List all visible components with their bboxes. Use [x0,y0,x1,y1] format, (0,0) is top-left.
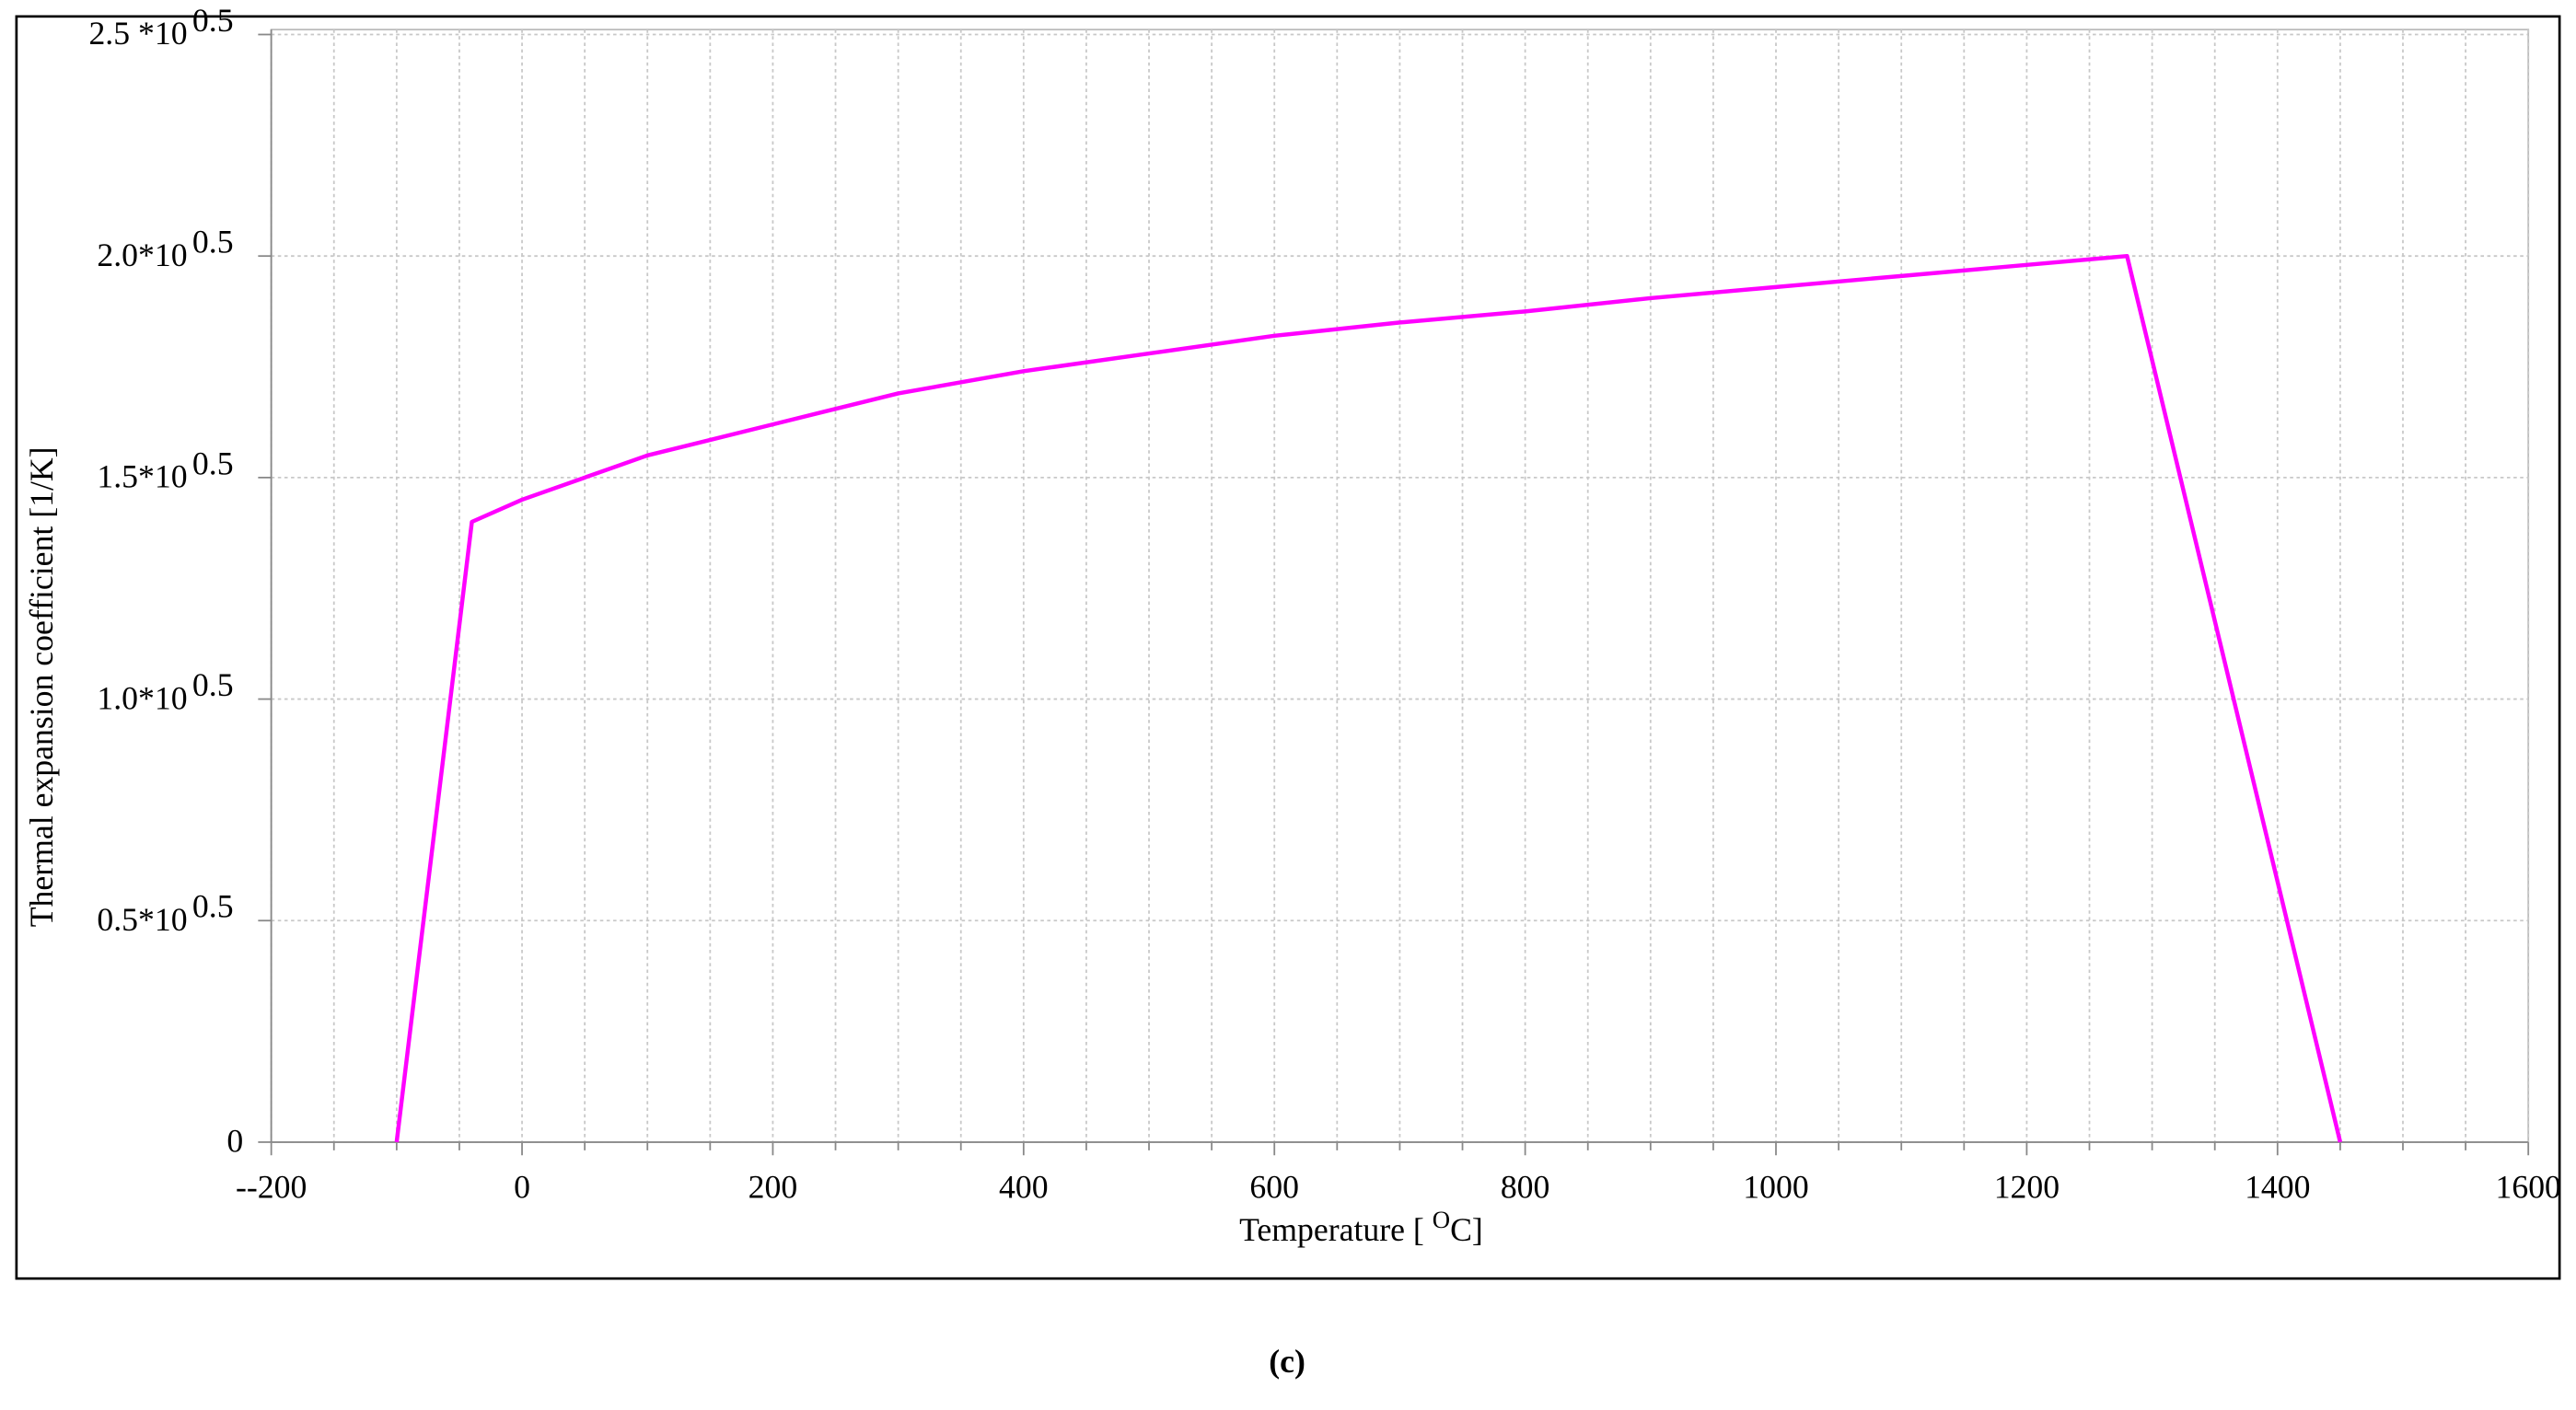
y-axis-label: Thermal expansion coefficient [1/K] [23,446,60,927]
y-tick-label: 1.5*10 [97,458,187,495]
y-tick-label: 0 [226,1123,243,1160]
x-axis-label-sup: O [1433,1206,1450,1233]
x-tick-label: 1600 [2495,1169,2560,1206]
x-axis-label-text: Temperature [ [1239,1211,1433,1248]
x-axis-label: Temperature [ OC] [1239,1206,1483,1248]
data-line [394,253,2343,1143]
x-axis-label-suffix: C] [1450,1211,1483,1248]
y-tick-superscript: 0.5 [192,2,234,39]
x-tick-label: 400 [999,1169,1049,1206]
y-tick-label: 1.0*10 [97,679,187,716]
x-tick-label: 600 [1249,1169,1299,1206]
x-tick-label: 1000 [1743,1169,1808,1206]
x-tick-label: 200 [748,1169,798,1206]
caption: (c) [1269,1343,1305,1380]
x-tick-label: 0 [514,1169,530,1206]
x-tick-label: 1200 [1994,1169,2060,1206]
y-tick-superscript: 0.5 [192,888,234,925]
y-tick-label: 2.0*10 [97,237,187,273]
y-tick-superscript: 0.5 [192,224,234,260]
y-tick-superscript: 0.5 [192,666,234,703]
x-tick-label: --200 [236,1169,307,1206]
y-tick-label: 0.5*10 [97,901,187,938]
x-tick-label: 800 [1501,1169,1550,1206]
y-tick-superscript: 0.5 [192,445,234,481]
y-tick-label: 2.5 *10 [88,15,187,52]
x-tick-label: 1400 [2245,1169,2310,1206]
